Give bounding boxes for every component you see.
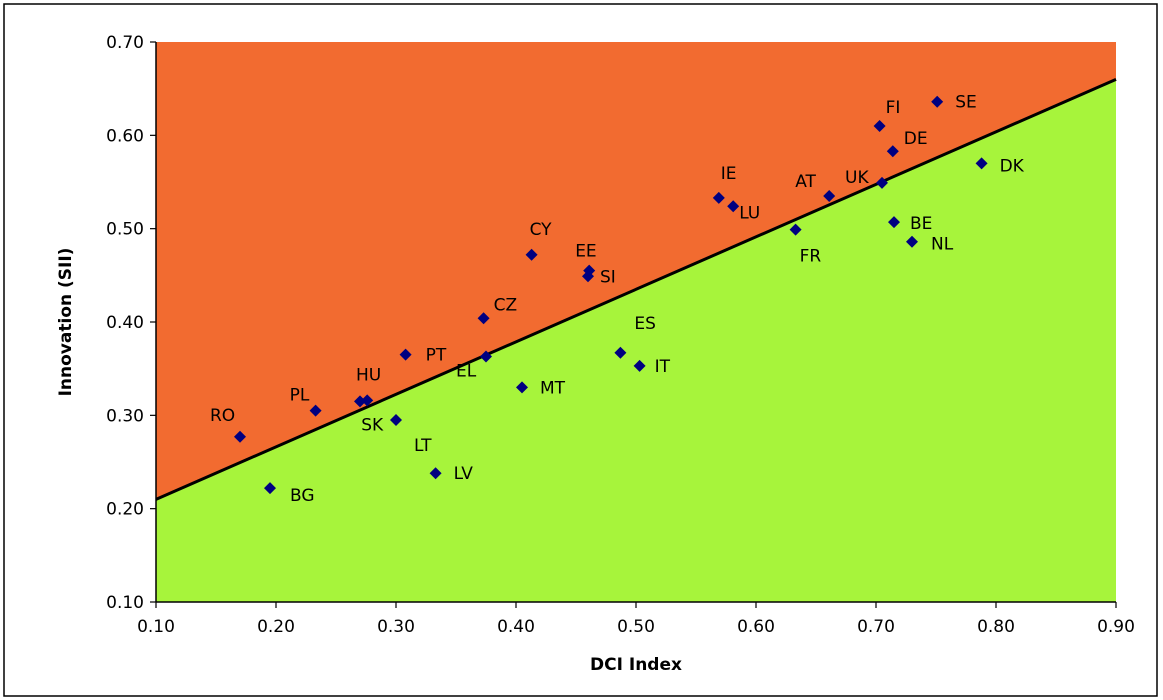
y-tick-label: 0.60 [106,126,144,146]
data-point-se [931,95,944,108]
y-axis-title: Innovation (SII) [56,248,76,397]
point-label-fi: FI [886,98,901,118]
point-label-el: EL [456,362,477,382]
x-tick-label: 0.50 [617,617,655,637]
point-label-uk: UK [845,168,869,188]
data-point-ro [234,430,246,443]
point-label-at: AT [795,172,816,192]
data-point-at [823,190,836,202]
point-label-mt: MT [540,378,566,398]
point-label-es: ES [634,314,656,334]
data-point-de [886,145,899,158]
point-label-lv: LV [454,464,474,484]
point-label-ro: RO [210,406,235,426]
data-point-si [582,270,594,283]
data-point-sk [361,394,374,407]
point-label-lu: LU [739,203,760,223]
point-label-ee: EE [575,242,596,262]
data-point-pt [399,348,412,361]
y-tick-label: 0.20 [106,500,144,520]
data-point-fi [873,120,886,132]
data-point-es [614,346,627,359]
point-label-hu: HU [356,365,381,385]
region-above-line [156,42,1116,500]
y-tick-label: 0.10 [106,593,144,613]
data-point-pl [309,404,322,417]
point-label-cz: CZ [494,295,518,315]
data-point-it [633,359,646,372]
y-tick-label: 0.50 [106,220,144,240]
x-tick-label: 0.90 [1097,617,1135,637]
data-point-cy [525,248,538,261]
y-tick-label: 0.70 [106,33,144,53]
data-point-fr [789,223,802,236]
point-label-lt: LT [414,436,432,456]
data-point-dk [975,157,988,170]
data-point-lt [390,414,402,426]
region-below-line [156,79,1116,603]
point-label-nl: NL [931,235,954,255]
data-point-be [888,216,900,229]
point-label-si: SI [600,267,616,287]
data-point-lu [727,200,740,213]
x-tick-label: 0.30 [377,617,415,637]
data-point-el [480,350,492,363]
data-point-mt [516,381,528,394]
y-tick-label: 0.40 [106,313,144,333]
point-label-ie: IE [721,164,737,184]
point-label-fr: FR [800,247,822,267]
data-point-cz [477,312,490,325]
data-point-nl [906,235,918,248]
x-axis-title: DCI Index [590,655,682,675]
x-tick-label: 0.10 [137,617,175,637]
x-tick-label: 0.20 [257,617,295,637]
data-point-bg [264,482,276,495]
point-label-dk: DK [1000,156,1025,176]
y-tick-label: 0.30 [106,406,144,426]
x-tick-label: 0.80 [977,617,1015,637]
point-label-de: DE [904,129,928,149]
point-label-cy: CY [530,220,553,240]
trend-line [155,77,1117,501]
data-point-lv [429,467,442,480]
x-tick-label: 0.70 [857,617,895,637]
point-label-sk: SK [361,415,384,435]
data-point-ie [712,191,725,204]
x-tick-label: 0.40 [497,617,535,637]
point-label-it: IT [655,357,671,377]
data-point-uk [876,176,888,189]
point-label-pl: PL [290,386,310,406]
point-label-se: SE [955,93,977,113]
point-label-be: BE [910,214,932,234]
x-tick-label: 0.60 [737,617,775,637]
data-point-hu [354,395,366,408]
point-label-bg: BG [290,486,315,506]
point-label-pt: PT [426,346,447,366]
